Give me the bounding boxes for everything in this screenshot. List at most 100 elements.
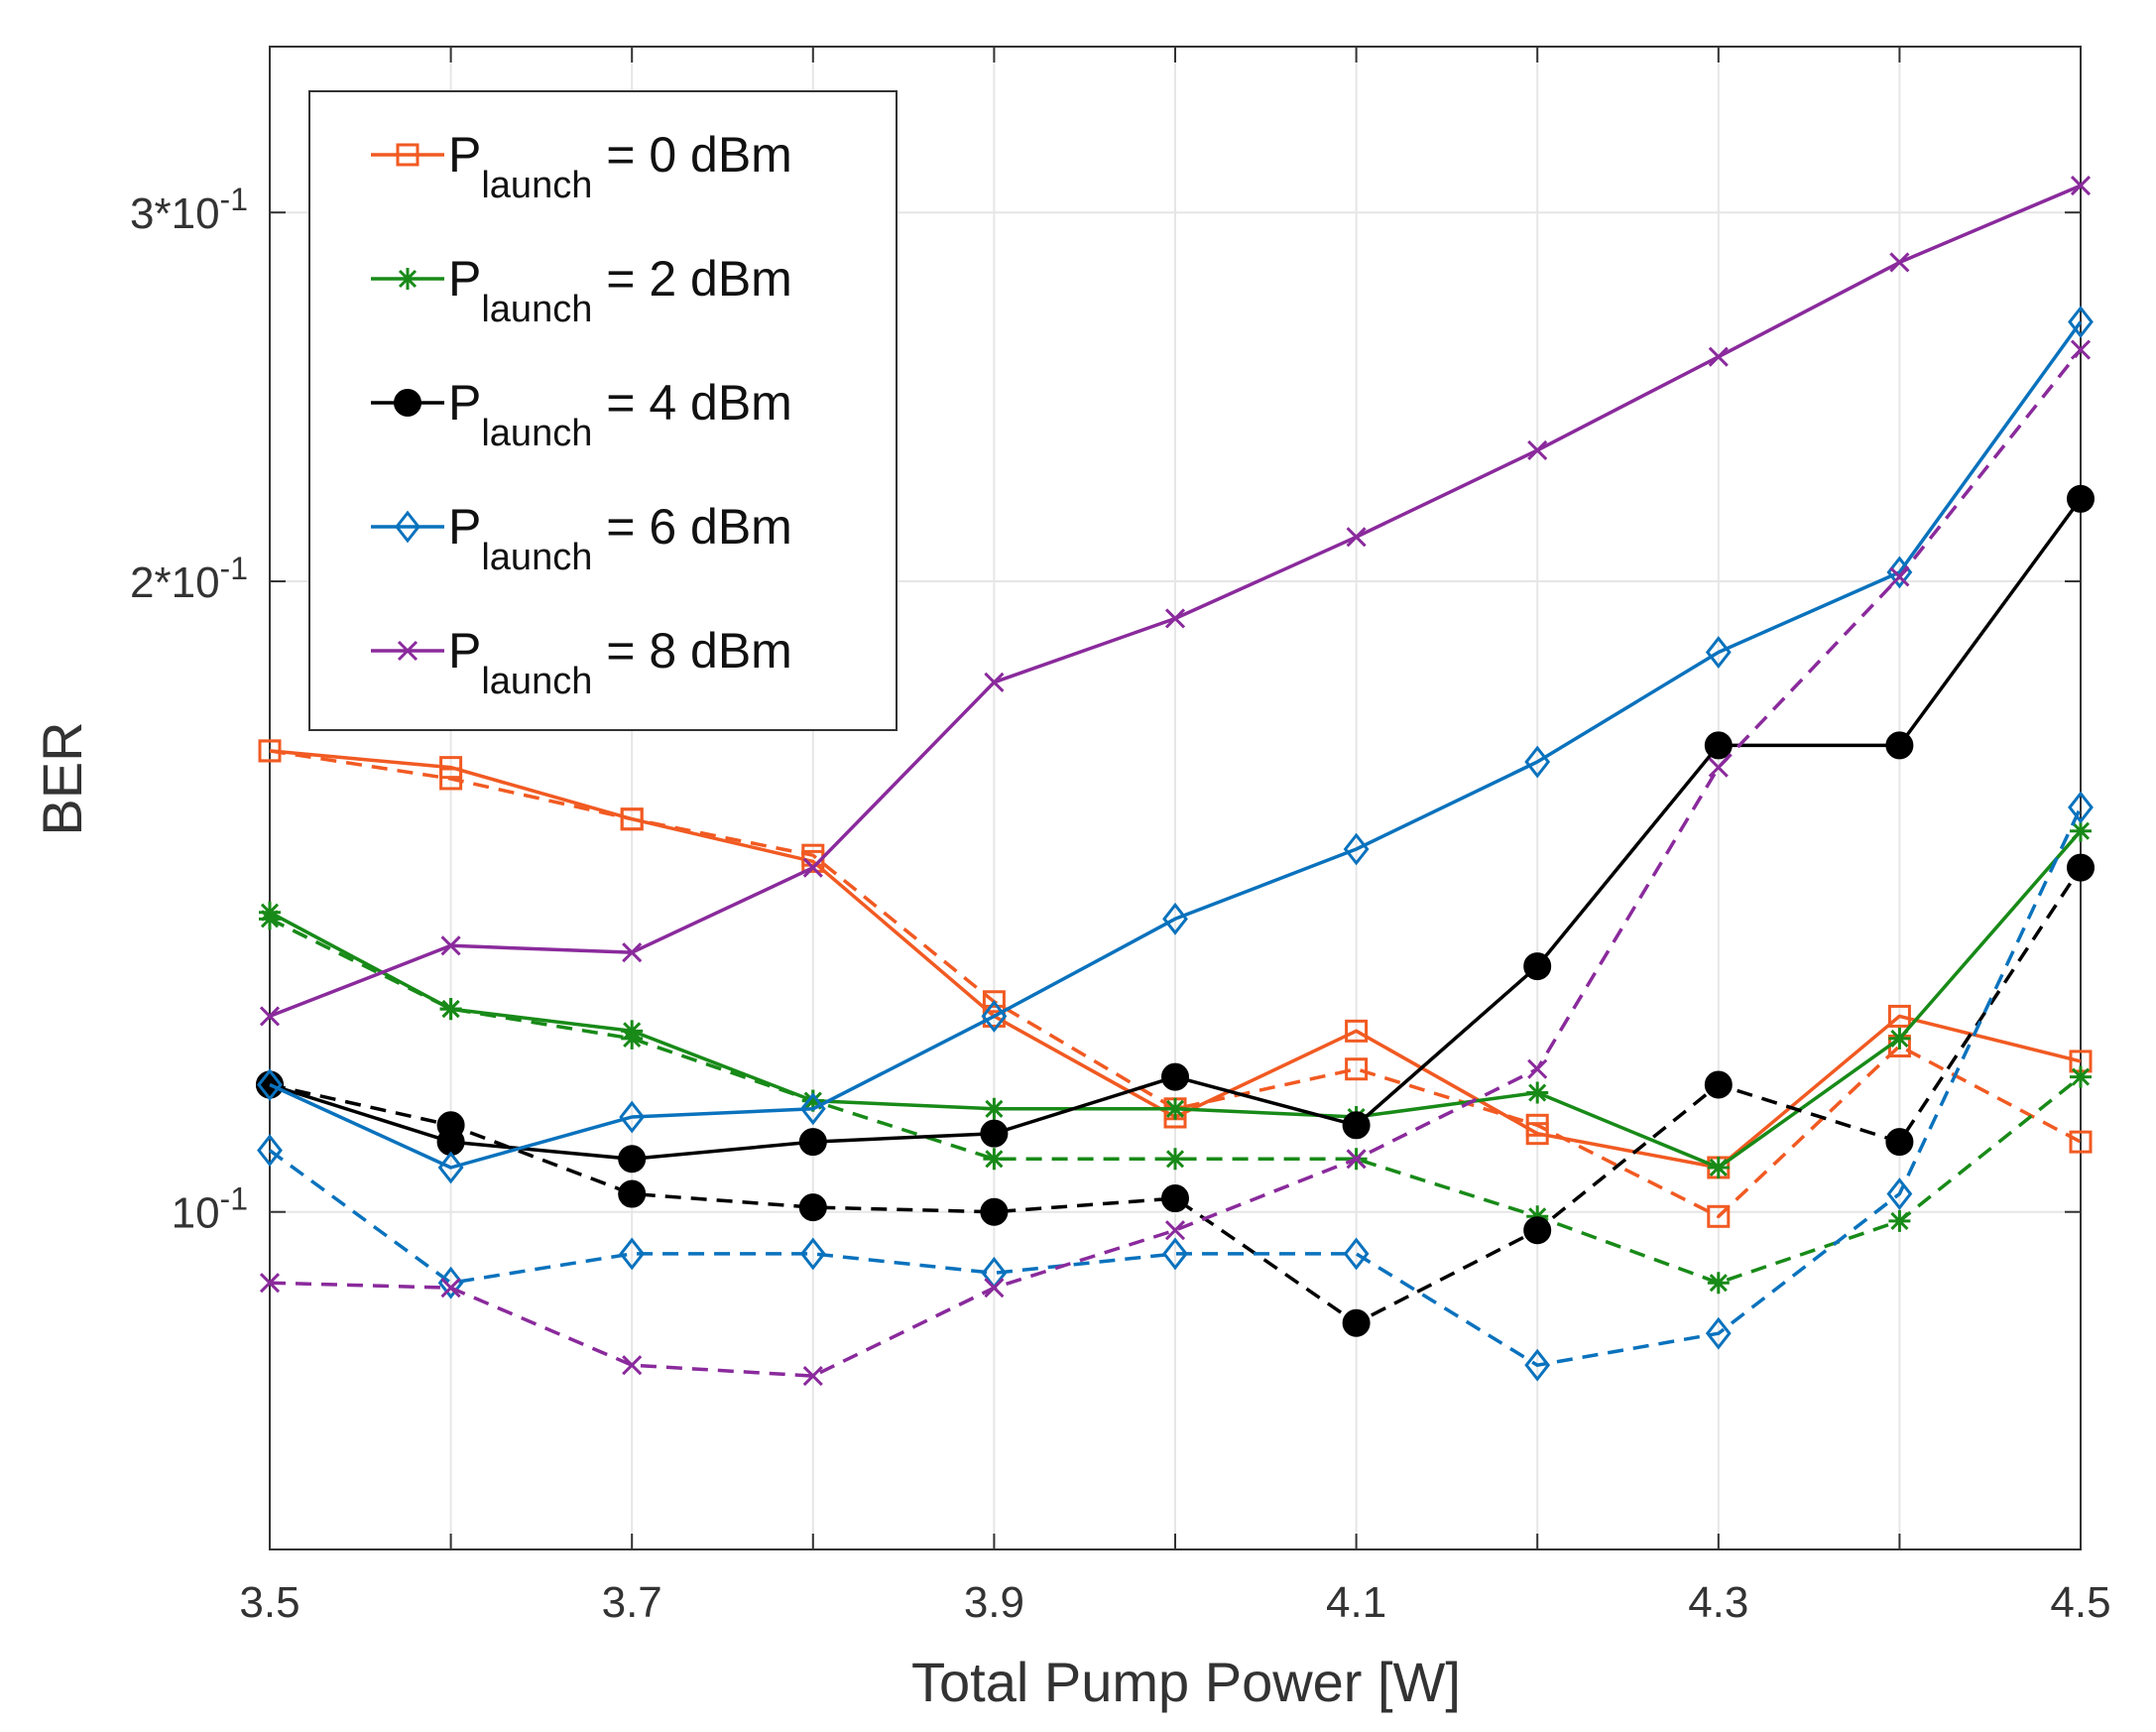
legend-label: Plaunch = 6 dBm bbox=[448, 499, 792, 578]
data-point-p4 bbox=[1342, 1111, 1371, 1140]
data-point-p8 bbox=[1164, 608, 1186, 629]
data-point-p6d bbox=[1162, 1237, 1188, 1271]
data-point-p0d bbox=[2069, 1130, 2093, 1154]
data-point-p8 bbox=[984, 672, 1005, 692]
legend: Plaunch = 0 dBm Plaunch = 2 dBm Plaunch = … bbox=[308, 90, 898, 731]
data-point-p6 bbox=[1162, 902, 1188, 935]
data-point-p6d bbox=[1524, 1348, 1551, 1382]
data-point-p8 bbox=[802, 857, 823, 878]
data-point-p6 bbox=[981, 1000, 1008, 1033]
data-point-p0d bbox=[258, 739, 282, 763]
data-point-p4d bbox=[436, 1111, 465, 1140]
data-point-p6d bbox=[799, 1237, 826, 1271]
x-tick-label: 3.7 bbox=[602, 1578, 662, 1627]
legend-entry-p2: Plaunch = 2 dBm bbox=[371, 251, 792, 330]
data-point-p6 bbox=[437, 1151, 464, 1184]
legend-entry-p0: Plaunch = 0 dBm bbox=[371, 127, 792, 206]
data-point-p2 bbox=[1526, 1081, 1549, 1104]
data-point-p0d bbox=[982, 990, 1006, 1014]
data-point-p4 bbox=[1523, 952, 1552, 981]
data-point-p0d bbox=[1707, 1204, 1731, 1228]
legend-marker bbox=[397, 268, 419, 290]
data-point-p4 bbox=[1885, 731, 1914, 760]
x-tick-label: 3.5 bbox=[239, 1578, 299, 1627]
data-point-p2 bbox=[1164, 1097, 1186, 1120]
data-point-p0d bbox=[439, 767, 463, 791]
legend-entry-p4: Plaunch = 4 dBm bbox=[371, 375, 792, 454]
legend-label: Plaunch = 8 dBm bbox=[448, 623, 792, 702]
legend-marker bbox=[395, 510, 420, 544]
axis-ticks: 3.5 3.7 3.9 4.1 4.3 4.5 10-1 2*10-1 3*10-1 bbox=[130, 47, 2111, 1627]
data-point-p4d bbox=[1523, 1216, 1552, 1245]
data-point-p8 bbox=[1346, 527, 1367, 548]
data-point-p2d bbox=[2070, 1065, 2092, 1088]
data-point-p6 bbox=[799, 1092, 826, 1126]
data-point-p4d bbox=[980, 1197, 1009, 1226]
data-point-p2d bbox=[983, 1148, 1006, 1171]
data-point-p4d bbox=[798, 1193, 827, 1222]
legend-label: Plaunch = 4 dBm bbox=[448, 375, 792, 454]
data-point-p0d bbox=[1525, 1113, 1549, 1137]
data-point-p8 bbox=[440, 935, 461, 956]
data-point-p8d bbox=[802, 1366, 823, 1387]
x-tick-label: 4.5 bbox=[2050, 1578, 2110, 1627]
series-p4d bbox=[256, 853, 2095, 1337]
data-point-p0d bbox=[620, 807, 644, 831]
data-point-p6 bbox=[2068, 306, 2094, 338]
data-point-p6 bbox=[619, 1100, 646, 1134]
data-point-p6 bbox=[1705, 636, 1732, 669]
data-point-p8d bbox=[1164, 1220, 1186, 1241]
data-point-p2 bbox=[2070, 819, 2092, 842]
legend-marker bbox=[396, 143, 419, 167]
x-tick-label: 4.3 bbox=[1688, 1578, 1748, 1627]
data-point-p4d bbox=[1161, 1184, 1189, 1213]
data-point-p8 bbox=[622, 942, 643, 963]
data-point-p2d bbox=[1707, 1272, 1730, 1295]
data-point-p4d bbox=[1885, 1128, 1914, 1157]
data-point-p4d bbox=[1342, 1308, 1371, 1337]
data-point-p6d bbox=[1705, 1316, 1732, 1350]
data-point-p2d bbox=[1164, 1148, 1186, 1171]
data-point-p2d bbox=[1888, 1209, 1911, 1232]
legend-label: Plaunch = 0 dBm bbox=[448, 127, 792, 206]
data-point-p6d bbox=[1343, 1237, 1370, 1271]
series-line-p4d bbox=[269, 866, 2083, 1325]
data-point-p6d bbox=[437, 1266, 464, 1299]
data-point-p6 bbox=[257, 1068, 283, 1101]
legend-marker bbox=[394, 389, 421, 417]
data-point-p8 bbox=[259, 1006, 281, 1027]
data-point-p4 bbox=[798, 1128, 827, 1157]
data-point-p4d bbox=[1704, 1070, 1733, 1099]
series-p8 bbox=[259, 176, 2092, 1027]
y-tick-label: 2*10-1 bbox=[130, 551, 248, 607]
data-point-p8d bbox=[1527, 1058, 1548, 1079]
data-point-p4 bbox=[1161, 1062, 1189, 1091]
data-point-p8d bbox=[2070, 339, 2092, 360]
data-point-p8d bbox=[984, 1278, 1005, 1299]
data-point-p2d bbox=[801, 1089, 824, 1112]
data-point-p4 bbox=[980, 1119, 1009, 1148]
data-point-p8d bbox=[1889, 566, 1910, 587]
data-point-p0 bbox=[1887, 1004, 1911, 1028]
data-point-p0d bbox=[1345, 1057, 1369, 1081]
legend-marker bbox=[397, 640, 419, 662]
data-point-p8d bbox=[1708, 757, 1729, 778]
data-point-p2d bbox=[259, 908, 281, 930]
series-group bbox=[256, 176, 2095, 1387]
legend-entry-p6: Plaunch = 6 dBm bbox=[371, 499, 792, 578]
x-tick-label: 4.1 bbox=[1326, 1578, 1386, 1627]
data-point-p8d bbox=[622, 1355, 643, 1376]
series-line-p2d bbox=[269, 917, 2083, 1285]
series-line-p6 bbox=[269, 320, 2083, 1170]
data-point-p2 bbox=[1707, 1156, 1730, 1178]
data-point-p6 bbox=[1343, 832, 1370, 866]
data-point-p8 bbox=[1889, 252, 1910, 273]
data-point-p2 bbox=[983, 1097, 1006, 1120]
data-point-p4 bbox=[1704, 731, 1733, 760]
data-point-p4d bbox=[618, 1179, 647, 1208]
data-point-p8 bbox=[1708, 346, 1729, 367]
legend-entry-p8: Plaunch = 8 dBm bbox=[371, 623, 792, 702]
series-line-p0d bbox=[269, 749, 2082, 1219]
data-point-p8d bbox=[1346, 1149, 1367, 1170]
